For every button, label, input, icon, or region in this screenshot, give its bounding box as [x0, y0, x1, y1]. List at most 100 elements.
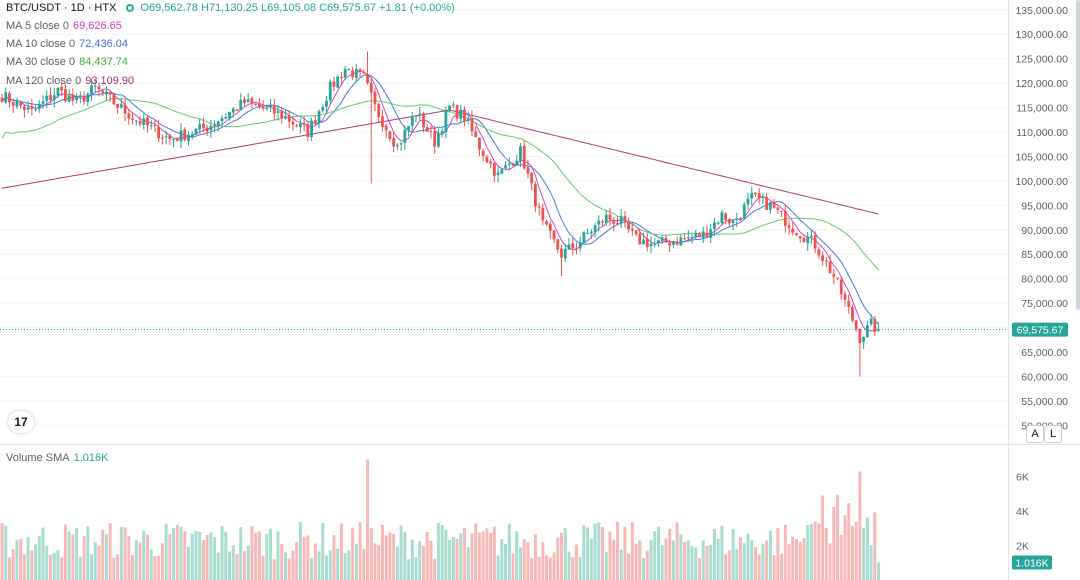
candle[interactable] [515, 154, 519, 167]
volume-bar[interactable] [302, 536, 306, 580]
volume-bar[interactable] [272, 559, 276, 580]
volume-bar[interactable] [242, 551, 246, 580]
volume-bar[interactable] [571, 557, 575, 580]
candle[interactable] [86, 92, 90, 107]
candle[interactable] [45, 90, 49, 108]
candle[interactable] [608, 207, 612, 227]
candle[interactable] [437, 128, 440, 149]
candle[interactable] [742, 202, 746, 220]
candle[interactable] [246, 93, 250, 103]
candle[interactable] [817, 246, 821, 260]
volume-bar[interactable] [560, 532, 563, 580]
volume-bar[interactable] [295, 541, 299, 580]
volume-bar[interactable] [332, 534, 336, 580]
candle[interactable] [787, 219, 791, 235]
tradingview-logo-icon[interactable]: 17 [8, 411, 34, 433]
volume-axis[interactable]: 6K 4K 2K 1.016K [1012, 472, 1052, 570]
volume-bar[interactable] [231, 545, 235, 580]
volume-bar[interactable] [813, 521, 817, 580]
volume-bar[interactable] [250, 526, 254, 580]
volume-bar[interactable] [757, 554, 761, 580]
volume-bar[interactable] [4, 526, 8, 580]
candle[interactable] [78, 91, 82, 104]
candle[interactable] [545, 219, 548, 226]
volume-bar[interactable] [201, 540, 205, 580]
candle[interactable] [228, 111, 231, 121]
volume-bar[interactable] [11, 549, 15, 580]
volume-bar[interactable] [735, 549, 739, 580]
volume-bar[interactable] [336, 548, 340, 580]
volume-bar[interactable] [168, 534, 172, 580]
volume-bar[interactable] [720, 525, 724, 580]
candle[interactable] [202, 117, 205, 133]
volume-bar[interactable] [597, 522, 601, 580]
volume-bar[interactable] [780, 553, 784, 580]
volume-bar[interactable] [500, 539, 504, 580]
volume-bar[interactable] [313, 543, 317, 580]
candle[interactable] [556, 238, 560, 254]
volume-bar[interactable] [239, 527, 243, 580]
volume-bar[interactable] [131, 555, 135, 580]
volume-bar[interactable] [399, 525, 403, 580]
scrollbar[interactable] [1076, 0, 1080, 310]
volume-bar[interactable] [563, 527, 567, 580]
price-tick-label[interactable]: 105,000.00 [1015, 151, 1068, 163]
candle[interactable] [119, 98, 123, 109]
volume-bar[interactable] [116, 554, 120, 580]
candle[interactable] [231, 106, 235, 118]
candle[interactable] [0, 93, 4, 103]
volume-bar[interactable] [433, 558, 437, 580]
volume-bar[interactable] [660, 545, 664, 580]
volume-last-badge[interactable] [1012, 555, 1052, 570]
candle[interactable] [444, 106, 448, 139]
volume-bar[interactable] [298, 521, 302, 580]
candle[interactable] [49, 87, 52, 104]
candle[interactable] [67, 89, 71, 103]
volume-bar[interactable] [854, 521, 858, 580]
volume-bar[interactable] [358, 521, 362, 580]
candle[interactable] [455, 104, 459, 122]
volume-bar[interactable] [698, 558, 702, 580]
candle[interactable] [213, 120, 217, 132]
candle[interactable] [869, 314, 873, 327]
candle[interactable] [306, 122, 310, 142]
candle[interactable] [612, 217, 616, 232]
volume-bar[interactable] [809, 524, 813, 580]
volume-bar[interactable] [261, 555, 265, 580]
volume-bar[interactable] [63, 524, 67, 580]
candle[interactable] [459, 104, 463, 123]
candle[interactable] [131, 112, 134, 125]
candle[interactable] [672, 241, 675, 249]
volume-bar[interactable] [492, 526, 496, 580]
volume-bar[interactable] [410, 539, 414, 580]
candle[interactable] [433, 125, 437, 154]
price-tick-label[interactable]: 115,000.00 [1016, 103, 1068, 115]
volume-bar[interactable] [556, 537, 560, 580]
candle[interactable] [373, 88, 377, 112]
candle[interactable] [116, 103, 120, 115]
candle[interactable] [843, 290, 847, 307]
volume-bar[interactable] [787, 544, 791, 580]
candle[interactable] [854, 319, 858, 332]
volume-bar[interactable] [403, 531, 407, 580]
candle[interactable] [414, 115, 418, 122]
volume-bar[interactable] [407, 559, 411, 580]
candle[interactable] [727, 217, 731, 228]
candle[interactable] [284, 109, 287, 120]
volume-bar[interactable] [686, 540, 690, 580]
volume-bar[interactable] [444, 530, 448, 580]
volume-bar[interactable] [71, 534, 75, 580]
candle[interactable] [802, 236, 806, 243]
volume-bar[interactable] [739, 537, 743, 580]
volume-bar[interactable] [615, 521, 619, 580]
candle[interactable] [254, 103, 258, 106]
candle[interactable] [765, 192, 769, 211]
volume-bar[interactable] [142, 531, 146, 580]
volume-bar[interactable] [582, 525, 586, 580]
candle[interactable] [567, 237, 571, 250]
volume-bar[interactable] [705, 545, 709, 580]
volume-bar[interactable] [347, 550, 351, 580]
volume-bar[interactable] [664, 538, 668, 580]
candle[interactable] [265, 105, 269, 111]
candle[interactable] [500, 167, 504, 174]
